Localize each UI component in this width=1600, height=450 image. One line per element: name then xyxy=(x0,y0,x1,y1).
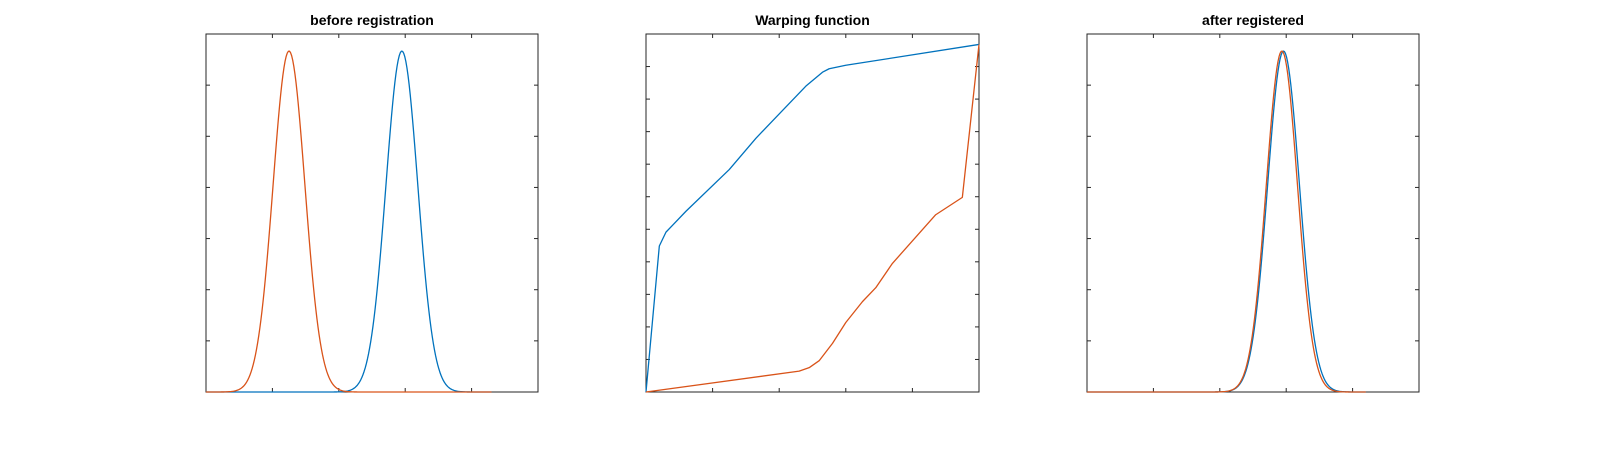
axes-box-3 xyxy=(1086,33,1420,393)
chart-title-warping-function: Warping function xyxy=(755,12,870,28)
axes-box-2 xyxy=(645,33,980,393)
chart-title-before-registration: before registration xyxy=(310,12,434,28)
series-line-orange xyxy=(206,50,492,393)
series-line-orange xyxy=(1087,50,1366,393)
series-line-blue xyxy=(206,50,492,393)
axes-box-1 xyxy=(205,33,539,393)
series-line-orange xyxy=(645,44,980,393)
chart-title-after-registered: after registered xyxy=(1202,12,1304,28)
series-line-blue xyxy=(1087,50,1366,393)
series-line-blue xyxy=(645,43,980,393)
